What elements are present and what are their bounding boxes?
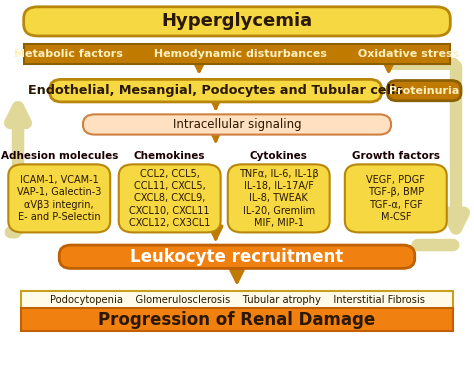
Text: Hyperglycemia: Hyperglycemia (162, 12, 312, 30)
Text: Cytokines: Cytokines (250, 151, 308, 161)
FancyBboxPatch shape (228, 165, 330, 233)
FancyBboxPatch shape (8, 165, 110, 233)
FancyBboxPatch shape (59, 245, 415, 268)
Text: Podocytopenia    Glomerulosclerosis    Tubular atrophy    Interstitial Fibrosis: Podocytopenia Glomerulosclerosis Tubular… (49, 295, 425, 305)
FancyBboxPatch shape (118, 165, 221, 233)
Text: Chemokines: Chemokines (134, 151, 205, 161)
FancyBboxPatch shape (83, 114, 391, 135)
FancyBboxPatch shape (387, 81, 461, 101)
Text: TNFα, IL-6, IL-1β
IL-18, IL-17A/F
IL-8, TWEAK
IL-20, Gremlim
MIF, MIP-1: TNFα, IL-6, IL-1β IL-18, IL-17A/F IL-8, … (239, 168, 319, 228)
FancyBboxPatch shape (21, 291, 453, 310)
FancyBboxPatch shape (50, 79, 382, 102)
Text: CCL2, CCL5,
CCL11, CXCL5,
CXCL8, CXCL9,
CXCL10, CXCL11
CXCL12, CX3CL1: CCL2, CCL5, CCL11, CXCL5, CXCL8, CXCL9, … (129, 168, 210, 228)
Text: Endothelial, Mesangial, Podocytes and Tubular cells: Endothelial, Mesangial, Podocytes and Tu… (28, 84, 403, 97)
Text: VEGF, PDGF
TGF-β, BMP
TGF-α, FGF
M-CSF: VEGF, PDGF TGF-β, BMP TGF-α, FGF M-CSF (366, 175, 425, 222)
Text: Growth factors: Growth factors (352, 151, 440, 161)
Text: Adhesion molecules: Adhesion molecules (0, 151, 118, 161)
FancyBboxPatch shape (345, 165, 447, 233)
FancyBboxPatch shape (24, 44, 450, 64)
Text: Intracellular signaling: Intracellular signaling (173, 118, 301, 131)
Text: Proteinuria: Proteinuria (389, 86, 459, 96)
Text: ICAM-1, VCAM-1
VAP-1, Galectin-3
αVβ3 integrin,
E- and P-Selectin: ICAM-1, VCAM-1 VAP-1, Galectin-3 αVβ3 in… (17, 175, 101, 222)
Text: Leukocyte recruitment: Leukocyte recruitment (130, 248, 344, 266)
Text: Progression of Renal Damage: Progression of Renal Damage (99, 311, 375, 329)
FancyBboxPatch shape (24, 7, 450, 36)
Text: Metabolic factors        Hemodynamic disturbances        Oxidative stress: Metabolic factors Hemodynamic disturbanc… (14, 49, 460, 59)
FancyBboxPatch shape (21, 308, 453, 331)
